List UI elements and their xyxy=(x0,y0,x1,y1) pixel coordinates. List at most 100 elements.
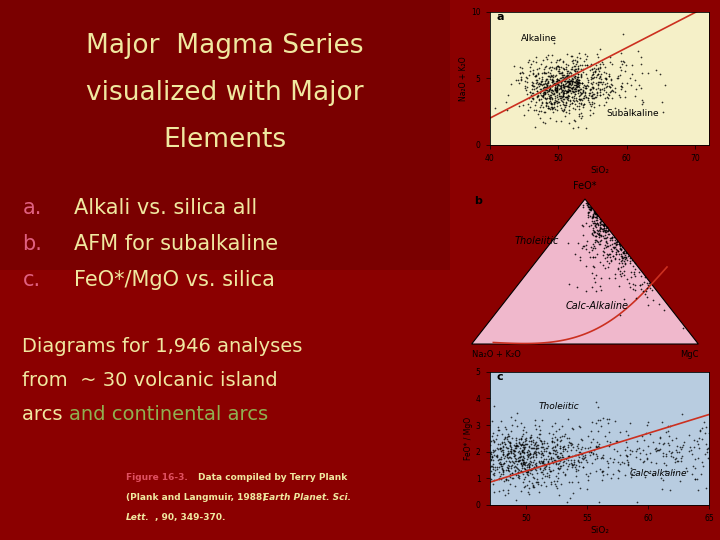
Point xyxy=(572,75,583,83)
Point xyxy=(585,204,596,212)
Point xyxy=(506,461,518,469)
Point xyxy=(537,91,549,100)
Point xyxy=(518,69,529,78)
Point xyxy=(534,114,546,123)
Point xyxy=(613,239,625,248)
Point xyxy=(572,444,584,453)
Point xyxy=(611,437,623,445)
Point xyxy=(538,85,549,94)
Point xyxy=(598,220,609,228)
Point xyxy=(506,456,518,465)
Point xyxy=(585,437,597,446)
Point xyxy=(537,458,549,467)
Point xyxy=(605,257,616,266)
Point xyxy=(513,79,525,87)
Point xyxy=(577,241,588,250)
Point xyxy=(534,449,545,457)
Point xyxy=(584,86,595,94)
Text: Tholeiitic: Tholeiitic xyxy=(539,402,579,411)
Point xyxy=(647,471,659,480)
Point xyxy=(551,79,562,87)
Point xyxy=(590,93,602,102)
Point xyxy=(517,448,528,456)
Point xyxy=(573,448,585,456)
Point xyxy=(580,245,592,253)
Point xyxy=(577,94,589,103)
Point xyxy=(610,84,621,92)
Point xyxy=(549,79,561,87)
Point xyxy=(615,428,626,436)
Point xyxy=(588,261,599,270)
Point xyxy=(547,443,559,451)
Point xyxy=(559,430,570,438)
Point xyxy=(518,459,529,468)
Point xyxy=(566,441,577,449)
Point xyxy=(571,102,582,110)
Point xyxy=(539,460,551,468)
Point xyxy=(567,87,578,96)
Point xyxy=(504,469,516,478)
Point xyxy=(533,106,544,115)
Point xyxy=(582,94,594,103)
Point xyxy=(582,77,594,86)
Point xyxy=(595,468,607,477)
Point xyxy=(546,105,558,113)
Point xyxy=(601,437,613,445)
Point xyxy=(575,73,587,82)
Point xyxy=(587,231,598,239)
Point xyxy=(584,106,595,115)
Point xyxy=(585,60,597,69)
Point xyxy=(545,98,557,107)
Point xyxy=(548,103,559,111)
Point xyxy=(546,457,558,465)
Point xyxy=(551,71,562,80)
Point xyxy=(503,476,514,485)
Point xyxy=(553,56,564,65)
Point xyxy=(685,443,696,451)
Point xyxy=(576,89,588,98)
Point xyxy=(567,462,578,471)
Point xyxy=(538,451,549,460)
Point xyxy=(619,104,631,112)
Point xyxy=(598,224,610,232)
Point xyxy=(491,465,503,474)
Point xyxy=(588,70,599,79)
Point xyxy=(531,71,542,79)
Point xyxy=(591,219,603,227)
Point xyxy=(506,434,518,442)
Point xyxy=(622,430,634,439)
Point xyxy=(593,84,604,92)
Point xyxy=(597,221,608,230)
Point xyxy=(579,87,590,96)
Point xyxy=(498,467,509,475)
Point xyxy=(642,292,653,301)
Point xyxy=(573,76,585,84)
Point xyxy=(558,84,570,93)
Point xyxy=(593,240,605,248)
Point xyxy=(574,96,585,104)
Point xyxy=(585,205,597,214)
Point xyxy=(566,84,577,92)
Point xyxy=(496,446,508,454)
Point xyxy=(567,478,578,487)
Point xyxy=(562,77,574,85)
Point xyxy=(517,451,528,460)
Point xyxy=(518,445,529,454)
Point xyxy=(582,76,593,85)
Point xyxy=(557,68,568,77)
Point xyxy=(497,451,508,460)
Point xyxy=(601,233,613,242)
Point xyxy=(485,441,496,449)
Point xyxy=(576,244,588,253)
Point xyxy=(547,77,559,85)
Point xyxy=(487,462,498,470)
Point xyxy=(609,104,621,113)
Point xyxy=(514,452,526,461)
Point xyxy=(612,246,624,255)
Point xyxy=(667,453,679,462)
Point xyxy=(536,457,548,466)
Point xyxy=(596,58,608,66)
Point xyxy=(542,79,554,87)
Point xyxy=(603,274,614,282)
Point xyxy=(663,447,675,456)
